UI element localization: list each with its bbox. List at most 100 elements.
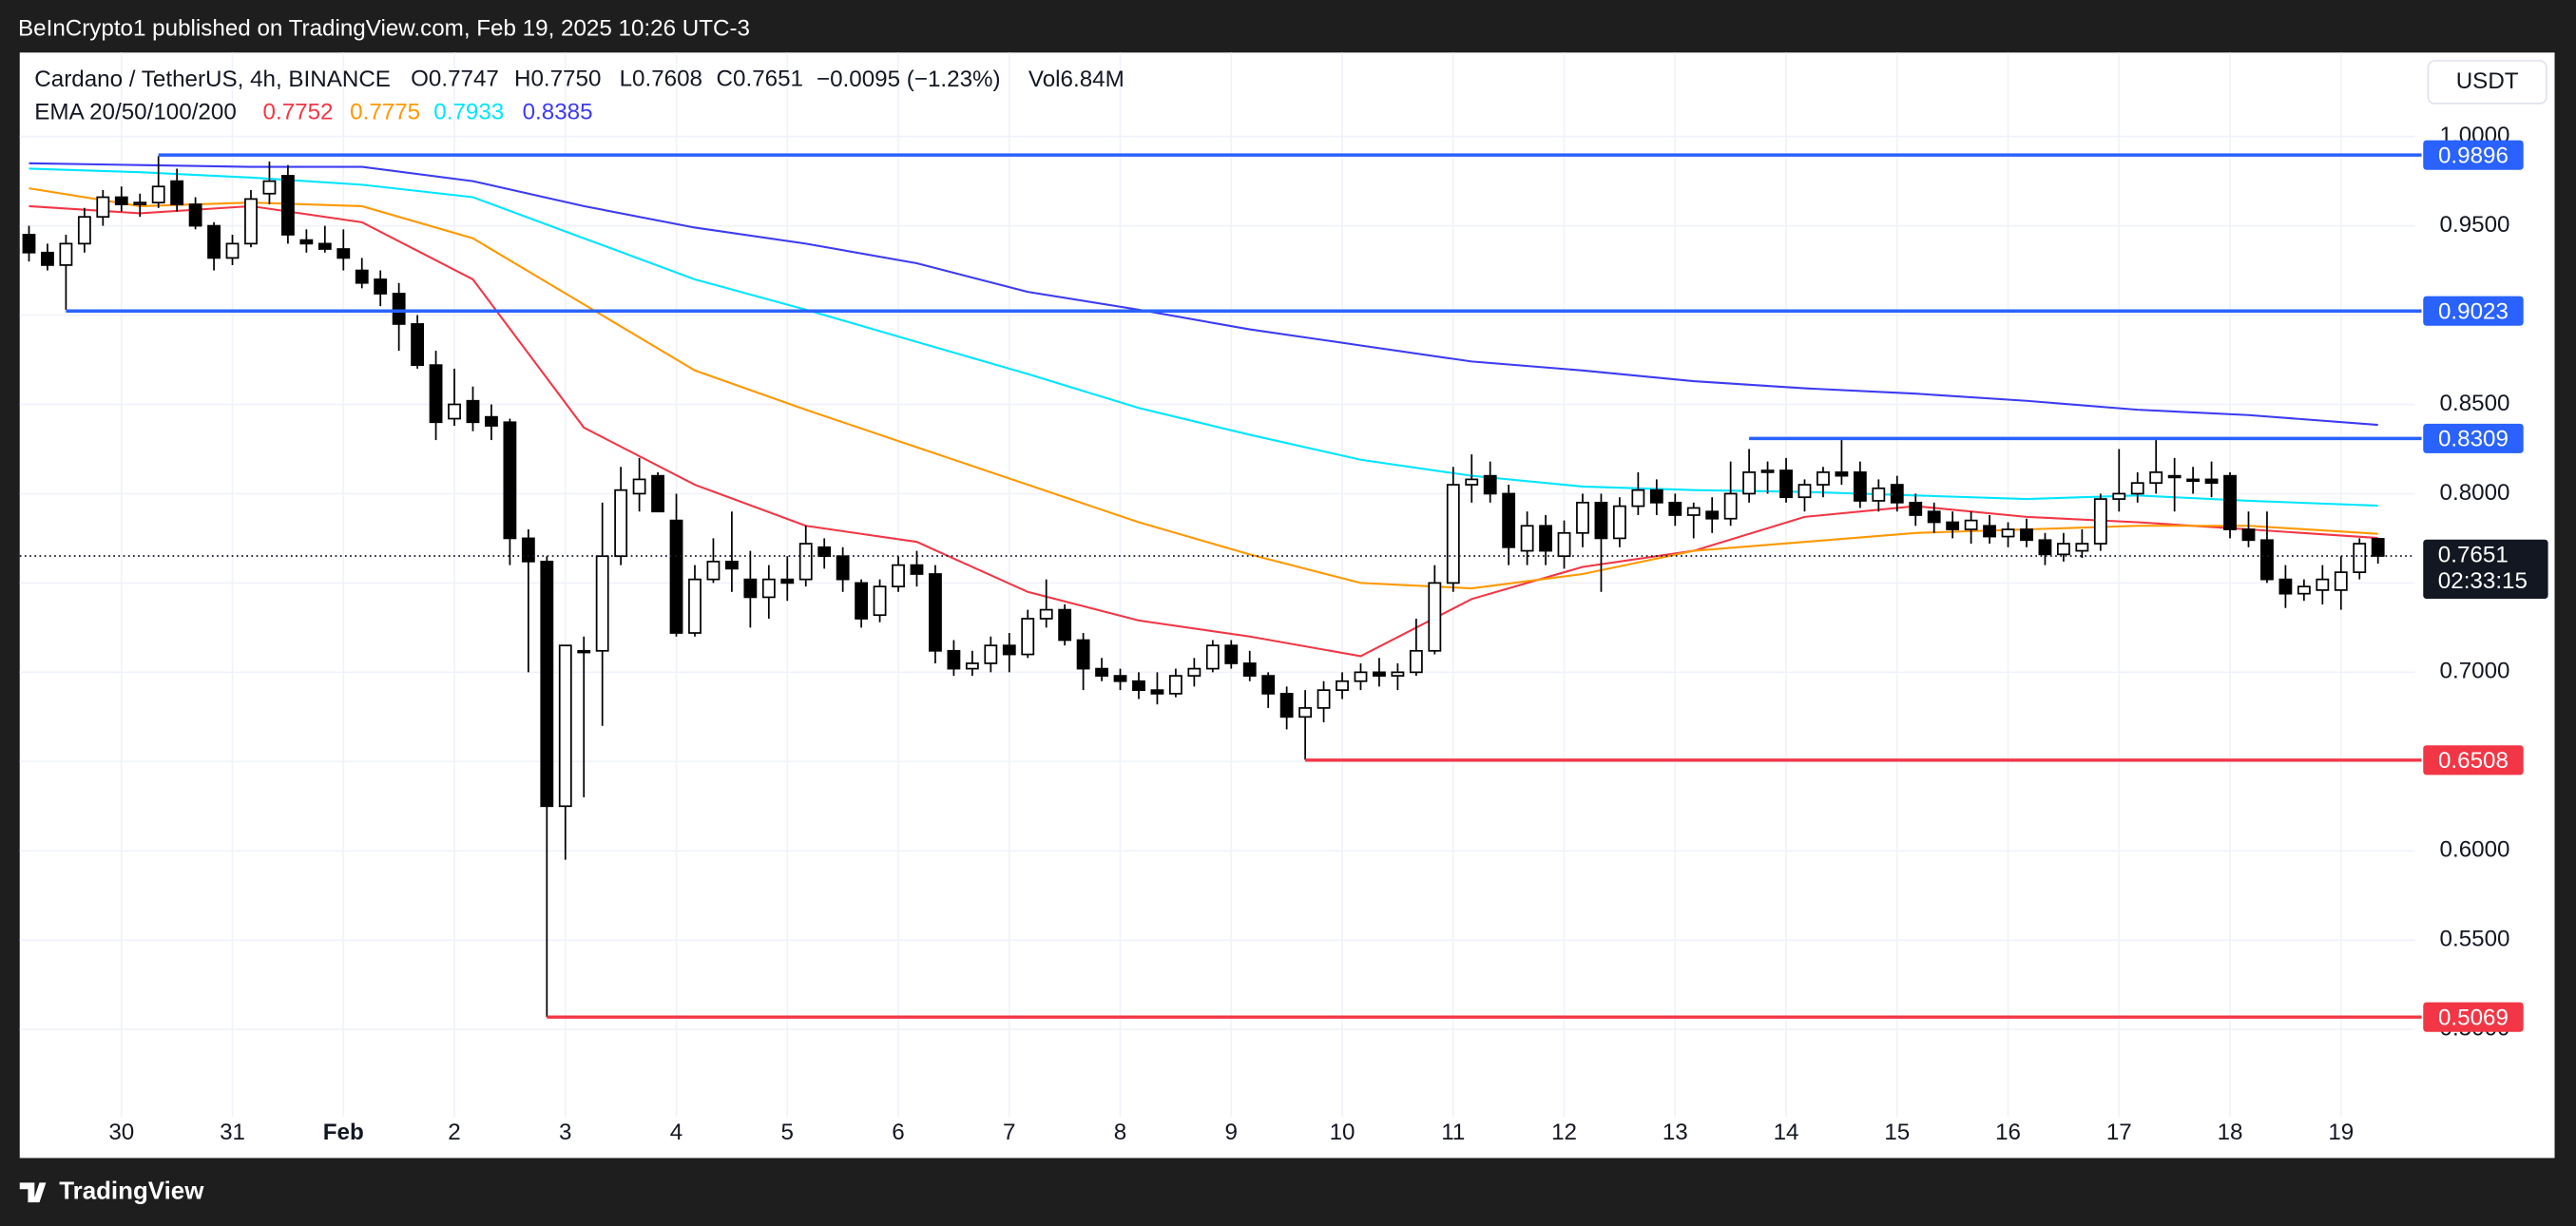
candle-body	[632, 478, 646, 495]
legend-open: O0.7747	[411, 67, 499, 92]
y-tick-label: 0.8000	[2440, 480, 2510, 506]
candle-body	[651, 474, 664, 513]
candle-body	[669, 519, 683, 634]
candle-body	[280, 175, 295, 236]
candle-body	[1076, 639, 1090, 670]
candle-body	[1797, 484, 1812, 499]
candle-body	[1336, 680, 1349, 692]
candle-body	[1317, 689, 1331, 709]
candle-body	[1927, 510, 1941, 524]
candle-body	[1983, 525, 1996, 538]
ema-line	[29, 167, 2378, 508]
value: 0.7747	[429, 67, 499, 92]
legend-change: −0.0095 (−1.23%)	[817, 67, 1001, 92]
candle-body	[1723, 492, 1738, 520]
candle-body	[577, 649, 591, 654]
x-tick-label: 7	[1003, 1120, 1015, 1145]
x-tick-label: 13	[1663, 1120, 1688, 1145]
candle-body	[2316, 578, 2330, 591]
candle-body	[2353, 543, 2367, 573]
y-tick-label: 0.8500	[2440, 391, 2510, 416]
candle-body	[207, 224, 221, 259]
candle-body	[1835, 471, 1849, 477]
legend-volume: Vol6.84M	[1028, 67, 1125, 92]
price-label-box	[2423, 296, 2524, 326]
price-label-box	[2423, 140, 2524, 170]
candle-body	[1890, 484, 1904, 504]
value: 0.7750	[530, 67, 601, 92]
candle-body	[1446, 484, 1460, 584]
y-tick-label: 0.5500	[2440, 927, 2510, 952]
candle-body	[2371, 538, 2385, 557]
candle-body	[225, 242, 240, 259]
candle-body	[2167, 474, 2182, 479]
candle-body	[1205, 644, 1220, 670]
candle-body	[1668, 501, 1682, 516]
ema-value: 0.7933	[433, 100, 504, 125]
candle-body	[1520, 525, 1534, 552]
candle-body	[1242, 662, 1257, 677]
price-label-box	[2423, 423, 2524, 453]
candle-body	[706, 560, 721, 581]
candle-body	[2186, 478, 2201, 482]
current-price-box	[2423, 539, 2548, 599]
x-tick-label: 8	[1114, 1120, 1126, 1145]
candle-body	[2241, 528, 2256, 542]
candle-body	[1742, 471, 1757, 495]
candle-body	[448, 403, 461, 420]
x-tick-label: 14	[1774, 1120, 1799, 1145]
candle-body	[558, 644, 572, 808]
price-label-box	[2423, 745, 2524, 776]
currency[interactable]: USDT	[2456, 68, 2519, 94]
candle-body	[1113, 675, 1127, 682]
x-tick-label: 5	[781, 1120, 794, 1145]
candle-body	[2223, 474, 2237, 530]
candle-body	[595, 555, 609, 652]
legend-low: L0.7608	[620, 67, 702, 92]
candle-body	[188, 203, 202, 227]
candle-body	[22, 234, 36, 254]
candle-body	[1686, 507, 1701, 516]
label: C	[717, 67, 733, 92]
candle-body	[724, 560, 739, 570]
candle-body	[151, 185, 165, 204]
ema-value: 0.7775	[350, 100, 420, 125]
candle-body	[2278, 578, 2293, 595]
candle-body	[170, 180, 184, 205]
price-label: 0.9896	[2438, 143, 2509, 168]
candle-body	[355, 269, 369, 284]
candle-body	[2260, 539, 2274, 581]
candle-body	[503, 421, 517, 540]
candle-body	[965, 662, 979, 670]
candle-body	[1594, 501, 1608, 540]
candle-body	[892, 564, 905, 588]
candle-body	[2130, 482, 2144, 495]
x-tick-label: 2	[448, 1120, 460, 1145]
legend-high: H0.7750	[514, 67, 601, 92]
candle-body	[910, 564, 924, 575]
indicator: EMA 20/50/100/200	[34, 100, 236, 125]
candle-body	[1224, 644, 1239, 664]
currency-button[interactable]	[2427, 60, 2547, 105]
legend: Cardano / TetherUS, 4h, BINANCE O0.7747 …	[34, 67, 1124, 125]
value: 0.7608	[632, 67, 702, 92]
candle-body	[984, 644, 998, 664]
candle-body	[873, 585, 887, 617]
candle-body	[1760, 469, 1775, 473]
x-tick-label: 15	[1884, 1120, 1910, 1145]
ema-value: 0.7752	[263, 100, 334, 125]
candle-body	[761, 578, 776, 599]
x-tick-label: 6	[892, 1120, 904, 1145]
price-label: 0.5069	[2438, 1005, 2509, 1030]
candle-body	[1168, 675, 1182, 695]
candle-body	[1021, 618, 1035, 656]
candle-body	[1817, 471, 1830, 486]
candle-body	[411, 323, 425, 367]
y-tick-label: 0.6000	[2440, 837, 2510, 863]
candle-body	[1872, 487, 1886, 502]
candle-body	[1279, 693, 1294, 718]
candle-body	[688, 578, 702, 634]
candle-body	[1705, 510, 1720, 520]
countdown: 02:33:15	[2438, 568, 2528, 594]
